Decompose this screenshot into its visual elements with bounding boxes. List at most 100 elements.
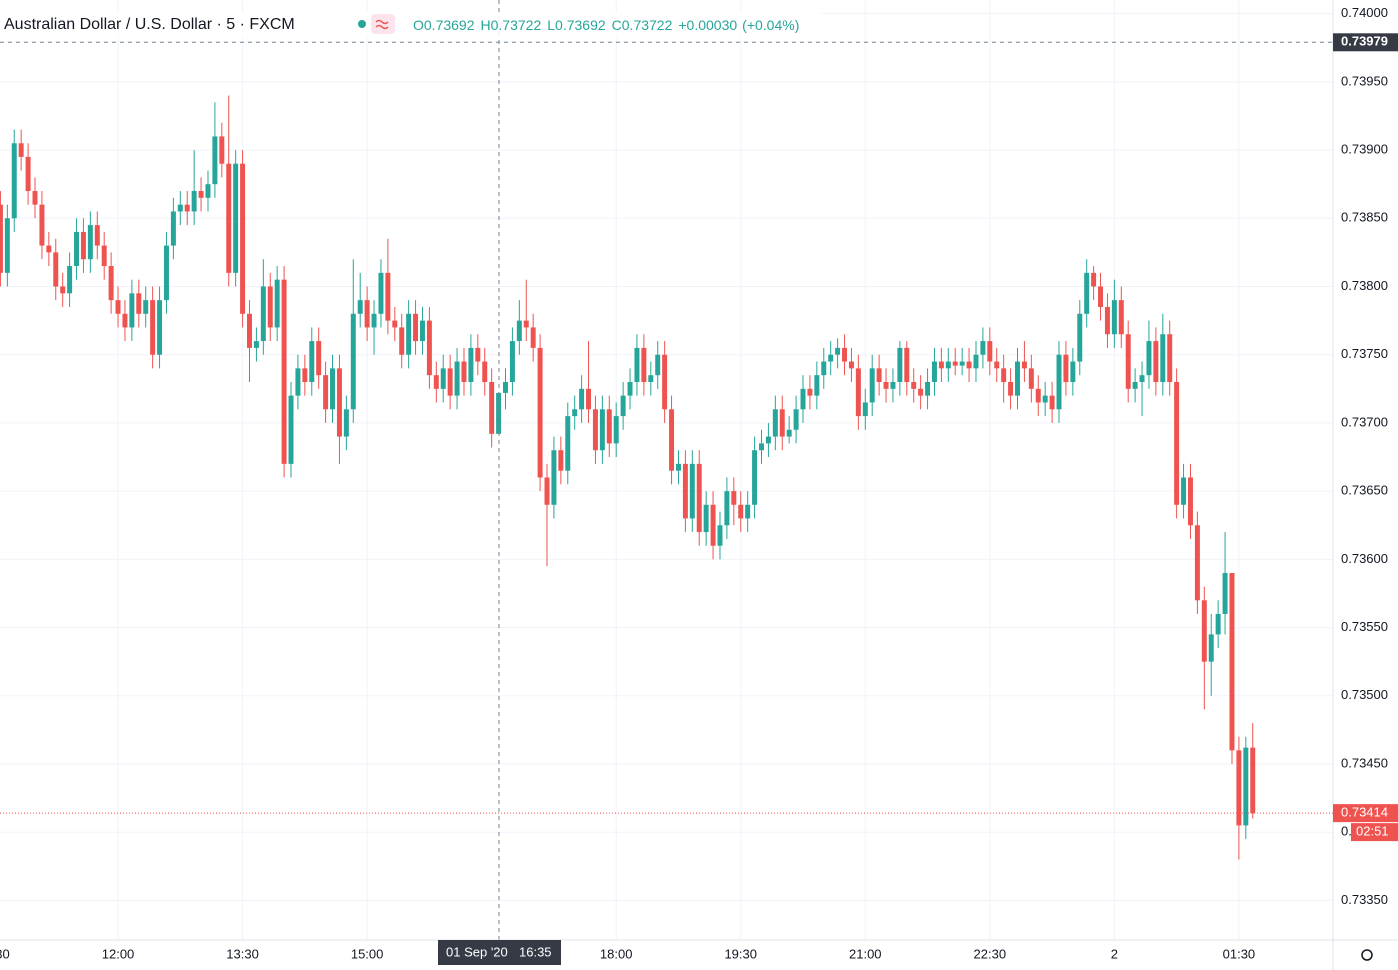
- high-value: 0.73722: [491, 17, 542, 33]
- crosshair-time: 16:35: [519, 944, 552, 959]
- candle-body: [669, 409, 675, 471]
- candle-body: [1222, 573, 1228, 614]
- candle-body: [862, 402, 868, 417]
- candle-body: [94, 225, 100, 246]
- candle-body: [745, 504, 751, 519]
- candle-body: [1236, 750, 1242, 826]
- candle-body: [1035, 388, 1041, 403]
- y-tick-label: 0.73650: [1341, 483, 1388, 498]
- compare-glyph: [375, 19, 389, 30]
- candle-body: [689, 463, 695, 519]
- symbol-title: Australian Dollar / U.S. Dollar · 5 · FX…: [4, 16, 295, 33]
- high-label: H: [481, 17, 491, 33]
- candle-body: [1167, 334, 1173, 383]
- candle-body: [869, 368, 875, 403]
- candle-body: [1174, 382, 1180, 505]
- candle-body: [482, 361, 488, 383]
- candle-body: [586, 388, 592, 410]
- candle-body: [1153, 341, 1159, 383]
- candle-body: [821, 361, 827, 376]
- candle-body: [302, 368, 308, 383]
- candle-body: [579, 388, 585, 410]
- candles: [0, 95, 1256, 860]
- x-tick-label: 10:30: [0, 946, 10, 961]
- candle-body: [357, 300, 363, 314]
- candle-body: [1194, 525, 1200, 601]
- candle-body: [738, 504, 744, 519]
- legend-background: [0, 12, 822, 38]
- candle-body: [1208, 634, 1214, 662]
- candle-body: [1243, 747, 1249, 826]
- x-tick-label: 15:00: [351, 946, 384, 961]
- x-tick-label: 2: [1111, 946, 1118, 961]
- crosshair-price-box: [1333, 33, 1398, 52]
- y-tick-label: 0.73750: [1341, 346, 1388, 361]
- candle-body: [987, 341, 993, 362]
- candle-body: [883, 382, 889, 389]
- candle-body: [115, 300, 121, 314]
- candle-body: [426, 320, 432, 376]
- candle-body: [1042, 395, 1048, 403]
- candle-body: [703, 504, 709, 533]
- ohlc-legend: O0.73692 H0.73722 L0.73692 C0.73722 +0.00030…: [413, 17, 799, 33]
- candle-body: [288, 395, 294, 464]
- y-tick-label: 0.73550: [1341, 619, 1388, 634]
- last-price-label: 0.73414: [1341, 805, 1388, 820]
- candle-body: [599, 409, 605, 451]
- candle-body: [371, 313, 377, 328]
- candle-body: [523, 320, 529, 328]
- visibility-icon[interactable]: [358, 20, 366, 28]
- candle-body: [316, 341, 322, 376]
- candle-body: [592, 409, 598, 451]
- candle-body: [606, 409, 612, 444]
- x-tick-label: 21:00: [849, 946, 882, 961]
- candle-body: [364, 300, 370, 328]
- candle-body: [87, 225, 93, 260]
- change-percent: (+0.04%): [742, 17, 799, 33]
- candle-body: [848, 361, 854, 369]
- candle-body: [247, 313, 252, 348]
- candle-body: [1160, 334, 1166, 383]
- candle-body: [170, 211, 176, 246]
- candle-body: [1077, 313, 1083, 362]
- candle-body: [496, 392, 502, 434]
- candle-body: [253, 341, 259, 348]
- candle-body: [786, 429, 792, 437]
- change-value: +0.00030: [678, 17, 737, 33]
- candle-body: [724, 491, 730, 526]
- candle-body: [572, 409, 578, 417]
- candle-body: [80, 231, 86, 260]
- candle-body: [447, 368, 453, 396]
- candle-body: [267, 286, 273, 328]
- candle-body: [537, 347, 543, 478]
- y-tick-label: 0.73900: [1341, 142, 1388, 157]
- candle-body: [897, 347, 903, 383]
- candle-body: [1250, 747, 1256, 814]
- candle-body: [876, 368, 882, 383]
- candle-body: [503, 382, 508, 393]
- candle-body: [413, 313, 419, 342]
- candle-body: [779, 409, 785, 437]
- candle-body: [4, 218, 10, 273]
- candle-body: [1091, 272, 1097, 287]
- candle-body: [959, 361, 965, 366]
- compare-icon[interactable]: [371, 14, 395, 34]
- candle-body: [952, 361, 958, 366]
- candle-body: [392, 320, 398, 328]
- candle-body: [163, 245, 169, 301]
- candle-body: [842, 347, 848, 362]
- candle-body: [32, 191, 38, 205]
- candle-body: [516, 320, 522, 342]
- candle-body: [433, 375, 439, 389]
- candle-body: [281, 279, 287, 464]
- candle-body: [205, 184, 211, 198]
- settings-gear[interactable]: [1361, 949, 1373, 961]
- settings-icon[interactable]: [1361, 949, 1373, 961]
- low-label: L: [547, 17, 555, 33]
- candle-body: [966, 361, 972, 369]
- candle-body: [931, 361, 937, 383]
- x-tick-label: 22:30: [974, 946, 1007, 961]
- candle-body: [330, 368, 336, 410]
- candle-body: [1001, 368, 1007, 383]
